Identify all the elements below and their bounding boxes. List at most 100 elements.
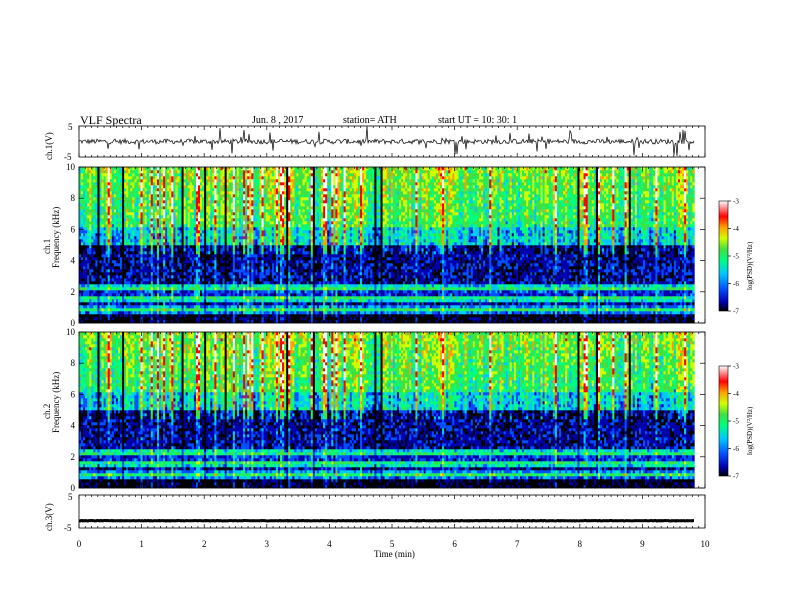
spectrogram-cell: [153, 206, 155, 209]
spectrogram-cell: [167, 182, 169, 185]
spectrogram-cell: [102, 260, 104, 263]
spectrogram-cell: [130, 233, 132, 236]
spectrogram-cell: [204, 305, 206, 308]
spectrogram-cell: [100, 251, 102, 254]
spectrogram-cell: [165, 275, 167, 278]
spectrogram-cell: [85, 299, 87, 302]
spectrogram-cell: [188, 215, 190, 218]
spectrogram-cell: [165, 230, 167, 233]
spectrogram-cell: [210, 284, 212, 287]
spectrogram-cell: [171, 311, 173, 314]
spectrogram-cell: [157, 308, 159, 311]
spectrogram-cell: [91, 233, 93, 236]
spectrogram-cell: [171, 221, 173, 224]
spectrogram-cell: [136, 245, 138, 248]
spectrogram-cell: [138, 197, 140, 200]
spectrogram-cell: [106, 233, 108, 236]
spectrogram-cell: [206, 314, 208, 317]
spectrogram-cell: [87, 221, 89, 224]
spectrogram-cell: [175, 236, 177, 239]
spectrogram-cell: [124, 281, 126, 284]
spectrogram-cell: [126, 278, 128, 281]
spectrogram-cell: [184, 251, 186, 254]
spectrogram-cell: [149, 209, 151, 212]
spectrogram-cell: [89, 254, 91, 257]
spectrogram-cell: [198, 182, 200, 185]
spectrogram-cell: [91, 185, 93, 188]
spectrogram-cell: [141, 275, 143, 278]
spectrogram-cell: [151, 317, 153, 320]
spectrogram-cell: [194, 173, 196, 176]
spectrogram-cell: [97, 212, 99, 215]
ch1-ytick-bottom: -5: [64, 152, 72, 162]
spectrogram-cell: [151, 227, 153, 230]
spectrogram-cell: [128, 194, 130, 197]
spectrogram-cell: [177, 314, 179, 317]
spectrogram-cell: [124, 251, 126, 254]
spectrogram-cell: [190, 275, 192, 278]
spectrogram-cell: [151, 248, 153, 251]
spectrogram-cell: [130, 236, 132, 239]
spectrogram-cell: [155, 308, 157, 311]
spectrogram-cell: [106, 176, 108, 179]
spectrogram-cell: [145, 236, 147, 239]
spectrogram-cell: [93, 191, 95, 194]
spectrogram-cell: [188, 314, 190, 317]
spectrogram-cell: [138, 176, 140, 179]
spectrogram-cell: [171, 224, 173, 227]
spectrogram-cell: [200, 167, 202, 170]
spectrogram-cell: [143, 314, 145, 317]
spectrogram-cell: [116, 257, 118, 260]
spectrogram-cell: [163, 308, 165, 311]
spectrogram-cell: [97, 311, 99, 314]
spectrogram-cell: [206, 236, 208, 239]
spectrogram-cell: [132, 185, 134, 188]
spectrogram-cell: [175, 188, 177, 191]
spectrogram-cell: [114, 251, 116, 254]
spectrogram-cell: [85, 302, 87, 305]
spectrogram-cell: [145, 314, 147, 317]
spectrogram-cell: [118, 173, 120, 176]
spectrogram-cell: [93, 284, 95, 287]
spectrogram-cell: [120, 227, 122, 230]
spectrogram-cell: [81, 263, 83, 266]
spectrogram-cell: [157, 185, 159, 188]
spectrogram-cell: [210, 293, 212, 296]
spectrogram-cell: [145, 266, 147, 269]
spectrogram-cell: [104, 176, 106, 179]
spectrogram-cell: [161, 170, 163, 173]
spectrogram-cell: [134, 284, 136, 287]
spectrogram-cell: [120, 278, 122, 281]
spectrogram-cell: [102, 302, 104, 305]
spectrogram-cell: [136, 221, 138, 224]
spectrogram-cell: [89, 188, 91, 191]
spectrogram-cell: [196, 248, 198, 251]
spectrogram-cell: [186, 302, 188, 305]
spectrogram-cell: [141, 179, 143, 182]
spectrogram-cell: [208, 203, 210, 206]
spectrogram-cell: [157, 209, 159, 212]
spectrogram-cell: [112, 242, 114, 245]
spectrogram-cell: [91, 266, 93, 269]
spectrogram-cell: [194, 239, 196, 242]
spectrogram-cell: [163, 212, 165, 215]
spectrogram-cell: [171, 212, 173, 215]
spectrogram-cell: [120, 242, 122, 245]
spectrogram-cell: [112, 311, 114, 314]
spectrogram-cell: [102, 170, 104, 173]
spectrogram-cell: [91, 224, 93, 227]
spectrogram-cell: [108, 233, 110, 236]
spectrogram-cell: [136, 224, 138, 227]
spectrogram-cell: [114, 248, 116, 251]
spectrogram-cell: [206, 242, 208, 245]
spectrogram-cell: [173, 317, 175, 320]
spectrogram-cell: [136, 218, 138, 221]
spectrogram-cell: [175, 257, 177, 260]
spectrogram-cell: [108, 269, 110, 272]
spectrogram-cell: [118, 212, 120, 215]
spectrogram-cell: [151, 182, 153, 185]
spectrogram-cell: [186, 311, 188, 314]
spectrogram-cell: [151, 209, 153, 212]
spectrogram-cell: [169, 302, 171, 305]
spectrogram-cell: [130, 299, 132, 302]
